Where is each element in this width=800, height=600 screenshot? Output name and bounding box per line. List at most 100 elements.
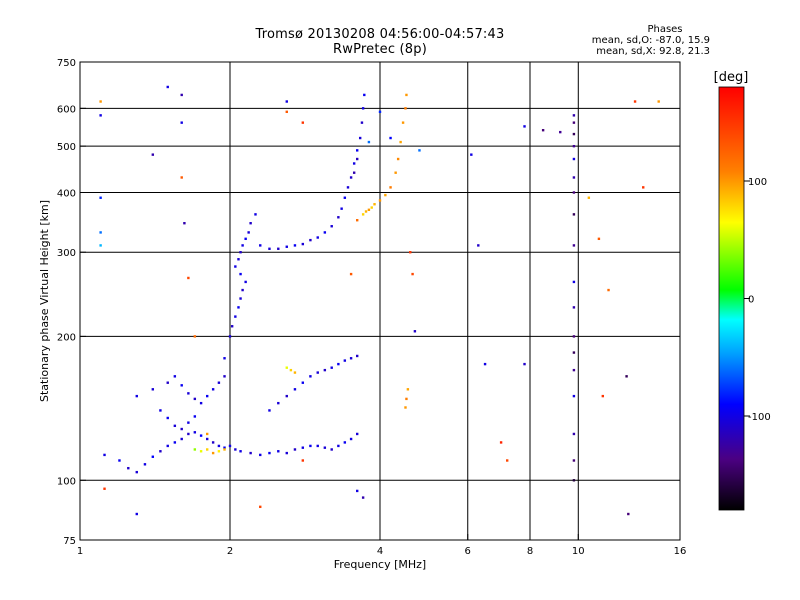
phase-stats-o: mean, sd,O: -87.0, 15.9	[591, 35, 710, 46]
data-point	[259, 244, 262, 247]
colorbar-ticks: 100 0 -100	[744, 177, 771, 423]
data-point	[205, 394, 209, 398]
data-point	[572, 132, 576, 136]
y-tick-label: 75	[63, 536, 76, 547]
data-point	[360, 121, 364, 124]
data-point	[293, 388, 297, 391]
data-point	[99, 244, 102, 247]
data-point	[301, 381, 305, 384]
data-point	[285, 110, 288, 114]
data-point	[301, 459, 305, 462]
x-tick-label: 16	[674, 546, 687, 557]
data-point	[373, 203, 376, 206]
data-point	[330, 366, 333, 369]
data-point	[166, 416, 169, 420]
data-point	[180, 93, 183, 97]
data-point	[99, 231, 102, 234]
data-point	[193, 397, 197, 401]
y-tick-label: 750	[57, 58, 76, 69]
data-point	[234, 315, 237, 318]
data-point	[118, 459, 121, 462]
data-point	[159, 450, 162, 453]
data-point	[330, 225, 333, 228]
data-point	[355, 489, 359, 493]
data-point	[166, 381, 169, 384]
data-point	[349, 437, 353, 441]
data-point	[343, 196, 347, 199]
data-point	[254, 213, 257, 216]
x-axis-label: Frequency [MHz]	[334, 558, 426, 571]
data-point	[268, 451, 271, 455]
data-point	[572, 394, 576, 398]
data-point	[135, 394, 138, 398]
data-point	[370, 206, 373, 209]
data-point	[597, 237, 601, 241]
data-point	[99, 196, 102, 199]
data-point	[135, 470, 138, 474]
data-point	[625, 375, 628, 378]
data-point	[316, 444, 319, 448]
data-point	[572, 213, 576, 216]
data-point	[355, 219, 359, 222]
data-point	[363, 93, 366, 97]
data-point	[234, 448, 237, 451]
data-point	[268, 247, 271, 250]
data-point	[559, 130, 562, 134]
data-point	[394, 171, 397, 174]
data-point	[285, 451, 288, 455]
data-point	[241, 288, 244, 292]
data-point	[293, 244, 297, 247]
data-point	[180, 437, 183, 441]
data-point	[358, 136, 362, 140]
data-point	[364, 210, 368, 213]
data-point	[572, 157, 576, 161]
data-point	[405, 93, 408, 97]
phase-stats-x: mean, sd,X: 92.8, 21.3	[596, 46, 710, 57]
data-point	[205, 448, 209, 451]
data-point	[259, 453, 262, 457]
data-point	[404, 107, 407, 110]
data-point	[249, 222, 252, 225]
data-point	[234, 265, 237, 268]
data-point	[277, 450, 280, 453]
data-point	[193, 431, 197, 434]
data-point	[249, 451, 252, 455]
data-point	[309, 375, 312, 378]
y-tick-label: 300	[57, 248, 76, 259]
data-point	[223, 448, 226, 451]
data-point	[572, 121, 576, 124]
data-point	[418, 149, 421, 152]
data-point	[151, 455, 155, 458]
data-point	[657, 100, 660, 103]
data-point	[396, 157, 400, 161]
chart-subtitle: RwPretec (8p)	[333, 42, 427, 57]
data-point	[309, 444, 312, 448]
x-axis-ticks: 1 2 4 6 8 10 16	[77, 534, 687, 557]
data-point	[572, 144, 576, 148]
colorbar	[718, 86, 745, 511]
data-point	[268, 409, 271, 412]
data-point	[99, 114, 102, 117]
data-point	[143, 463, 147, 466]
data-point	[470, 153, 473, 156]
data-point	[199, 450, 203, 453]
data-point	[180, 176, 183, 179]
data-point	[389, 136, 392, 140]
y-tick-label: 600	[57, 104, 76, 115]
grid-lines	[80, 62, 680, 540]
data-point	[183, 222, 186, 225]
phase-stats-heading: Phases	[647, 24, 683, 35]
title-block: Tromsø 20130208 04:56:00-04:57:43 RwPret…	[230, 27, 530, 57]
data-point	[193, 415, 197, 418]
data-point	[406, 388, 410, 391]
data-point	[607, 288, 610, 292]
y-tick-label: 100	[57, 476, 76, 487]
data-point	[409, 251, 412, 254]
data-point	[301, 446, 305, 449]
data-point	[135, 512, 138, 516]
data-point	[355, 157, 359, 161]
data-point	[642, 186, 645, 189]
data-point	[572, 244, 576, 247]
data-point	[401, 121, 405, 124]
